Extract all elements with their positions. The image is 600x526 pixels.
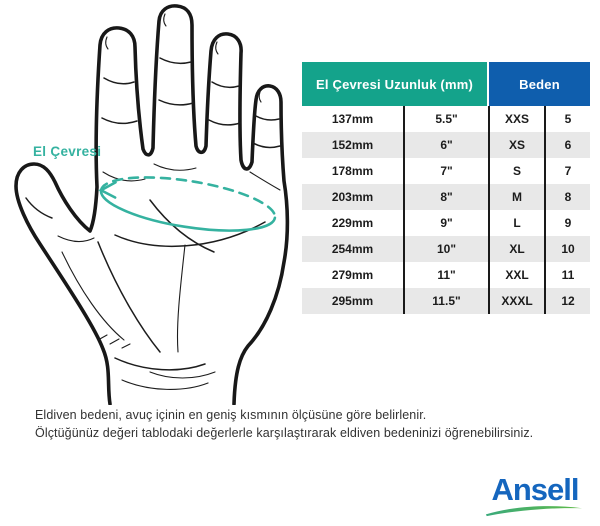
cell-inch: 8" [403, 184, 488, 210]
instruction-line-2: Ölçtüğünüz değeri tablodaki değerlerle k… [35, 426, 534, 440]
ellipse-solid-half [99, 188, 277, 232]
ellipse-dashed-half [99, 176, 277, 220]
cell-mm: 152mm [331, 138, 374, 152]
table-row: 295mm 11.5" XXXL 12 [302, 288, 590, 314]
cell-size: M [488, 184, 544, 210]
header-circumference: El Çevresi Uzunluk (mm) [302, 62, 487, 106]
ansell-swoosh-icon [485, 506, 583, 517]
ansell-logo-text: Ansell [491, 472, 579, 507]
cell-mm: 254mm [331, 242, 374, 256]
cell-inch: 11.5" [403, 288, 488, 314]
cell-mm: 295mm [331, 294, 374, 308]
header-size: Beden [489, 62, 590, 106]
size-table-body: 137mm 5.5" XXS 5 152mm 6" XS 6 178mm 7" S 7 203mm 8" M… [302, 106, 590, 314]
cell-size: XXL [488, 262, 544, 288]
cell-num: 8 [544, 184, 590, 210]
size-table-header: El Çevresi Uzunluk (mm) Beden [302, 62, 590, 106]
cell-inch: 11" [403, 262, 488, 288]
table-row: 279mm 11" XXL 11 [302, 262, 590, 288]
cell-size: S [488, 158, 544, 184]
cell-inch: 5.5" [403, 106, 488, 132]
instructions: Eldiven bedeni, avuç içinin en geniş kıs… [35, 406, 590, 442]
hand-crease-lines [25, 13, 281, 390]
cell-size: XXXL [488, 288, 544, 314]
cell-size: XXS [488, 106, 544, 132]
ansell-logo: Ansell [478, 474, 592, 517]
cell-mm: 137mm [331, 112, 374, 126]
ellipse-arrowhead [98, 181, 117, 199]
table-row: 137mm 5.5" XXS 5 [302, 106, 590, 132]
table-row: 178mm 7" S 7 [302, 158, 590, 184]
hand-illustration: El Çevresi [0, 0, 310, 405]
size-table: El Çevresi Uzunluk (mm) Beden 137mm 5.5" X… [302, 62, 590, 314]
cell-num: 12 [544, 288, 590, 314]
cell-num: 10 [544, 236, 590, 262]
cell-mm: 229mm [331, 216, 374, 230]
cell-size: XL [488, 236, 544, 262]
cell-inch: 7" [403, 158, 488, 184]
table-row: 203mm 8" M 8 [302, 184, 590, 210]
cell-size: XS [488, 132, 544, 158]
cell-mm: 178mm [331, 164, 374, 178]
hand-circumference-label: El Çevresi [33, 144, 102, 159]
cell-inch: 9" [403, 210, 488, 236]
cell-num: 5 [544, 106, 590, 132]
cell-num: 9 [544, 210, 590, 236]
cell-num: 7 [544, 158, 590, 184]
cell-num: 11 [544, 262, 590, 288]
table-row: 254mm 10" XL 10 [302, 236, 590, 262]
cell-num: 6 [544, 132, 590, 158]
hand-drawing-svg [14, 4, 290, 405]
cell-mm: 279mm [331, 268, 374, 282]
cell-size: L [488, 210, 544, 236]
table-row: 152mm 6" XS 6 [302, 132, 590, 158]
table-row: 229mm 9" L 9 [302, 210, 590, 236]
cell-inch: 6" [403, 132, 488, 158]
cell-mm: 203mm [331, 190, 374, 204]
hand-outline-path [14, 4, 290, 405]
measurement-ellipse [98, 176, 277, 232]
instruction-line-1: Eldiven bedeni, avuç içinin en geniş kıs… [35, 408, 427, 422]
cell-inch: 10" [403, 236, 488, 262]
